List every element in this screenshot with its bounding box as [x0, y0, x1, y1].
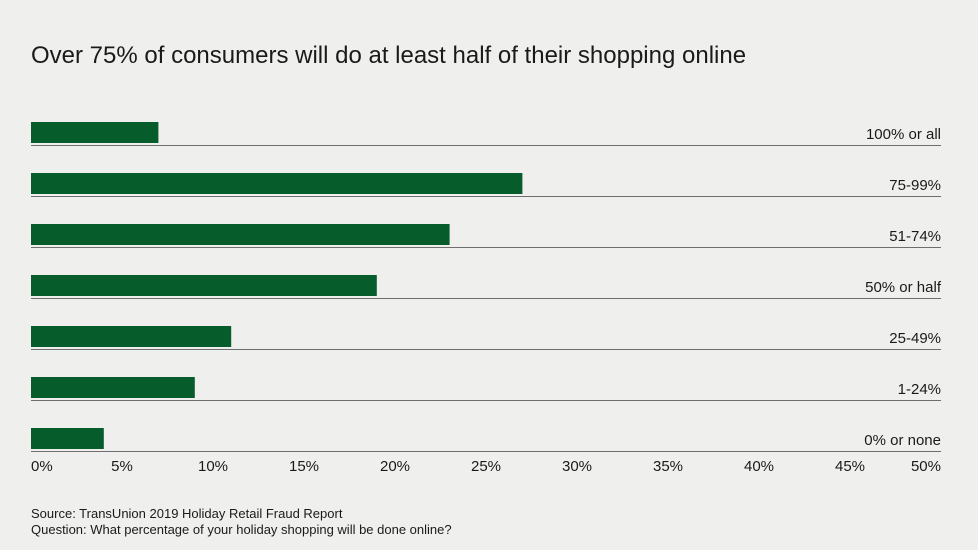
bar-1 — [31, 173, 523, 194]
x-tick-label-4: 20% — [380, 458, 410, 475]
category-label-0: 100% or all — [866, 126, 941, 143]
x-tick-label-2: 10% — [198, 458, 228, 475]
bar-6 — [31, 428, 104, 449]
x-tick-label-10: 50% — [911, 458, 941, 475]
x-tick-label-8: 40% — [744, 458, 774, 475]
category-label-3: 50% or half — [865, 279, 942, 296]
x-tick-label-7: 35% — [653, 458, 683, 475]
chart-footer: Source: TransUnion 2019 Holiday Retail F… — [31, 506, 452, 538]
category-label-6: 0% or none — [864, 432, 941, 449]
category-label-4: 25-49% — [889, 330, 941, 347]
question-note: Question: What percentage of your holida… — [31, 522, 452, 537]
category-label-2: 51-74% — [889, 228, 941, 245]
x-tick-label-3: 15% — [289, 458, 319, 475]
bar-4 — [31, 326, 232, 347]
x-tick-label-9: 45% — [835, 458, 865, 475]
category-label-5: 1-24% — [898, 381, 941, 398]
category-label-1: 75-99% — [889, 177, 941, 194]
x-tick-label-0: 0% — [31, 458, 53, 475]
source-note: Source: TransUnion 2019 Holiday Retail F… — [31, 506, 343, 521]
x-tick-label-1: 5% — [111, 458, 133, 475]
chart-title: Over 75% of consumers will do at least h… — [31, 42, 747, 69]
x-tick-label-6: 30% — [562, 458, 592, 475]
bar-chart: 100% or all 75-99% 51-74% 50% or half 25-49%… — [31, 122, 942, 475]
bar-2 — [31, 224, 450, 245]
bar-5 — [31, 377, 195, 398]
bar-0 — [31, 122, 159, 143]
x-tick-label-5: 25% — [471, 458, 501, 475]
bar-3 — [31, 275, 377, 296]
